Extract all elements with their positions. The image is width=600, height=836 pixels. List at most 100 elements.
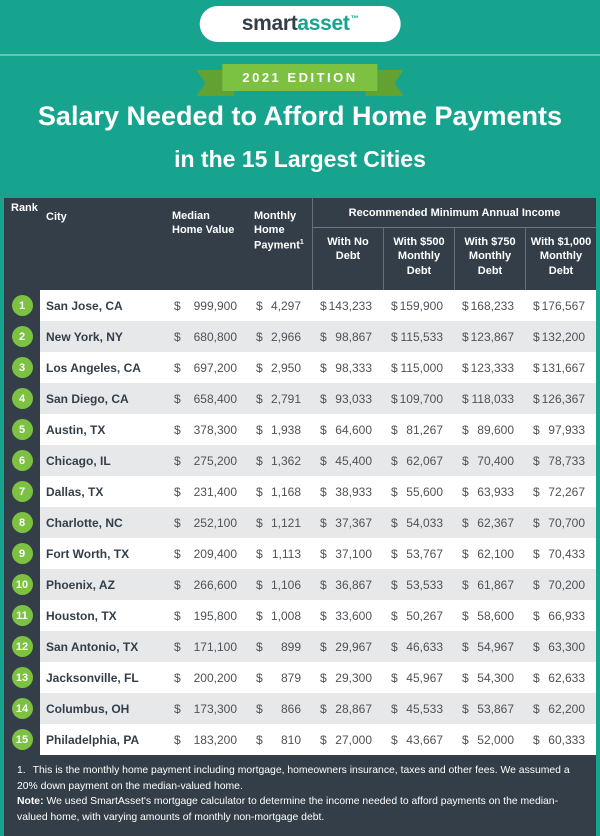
monthly-payment-value: 1,168: [270, 484, 301, 499]
logo-asset-text: asset: [297, 12, 350, 35]
table-row: 9 Fort Worth, TX $ 209,400 $ 1,113 $ 37,…: [4, 538, 596, 569]
income-500-debt-value: 115,000: [400, 360, 444, 375]
currency-symbol: $: [174, 329, 181, 344]
city-name: Columbus, OH: [40, 693, 166, 724]
income-1000-debt-value: 176,567: [541, 298, 585, 313]
monthly-payment-value: 2,791: [270, 391, 301, 406]
income-no-debt-cell: $ 143,233: [312, 290, 383, 321]
rank-cell: 10: [4, 569, 40, 600]
income-750-debt-value: 123,333: [470, 360, 514, 375]
currency-symbol: $: [320, 329, 327, 344]
income-500-debt-value: 45,967: [406, 670, 443, 685]
income-no-debt-value: 29,967: [335, 639, 372, 654]
income-750-debt-cell: $ 89,600: [454, 414, 525, 445]
currency-symbol: $: [256, 608, 263, 623]
income-no-debt-cell: $ 29,300: [312, 662, 383, 693]
currency-symbol: $: [256, 732, 263, 747]
monthly-payment-cell: $ 1,121: [248, 507, 312, 538]
currency-symbol: $: [174, 732, 181, 747]
median-home-value: 209,400: [193, 546, 237, 561]
median-home-value: 183,200: [193, 732, 237, 747]
income-1000-debt-value: 63,300: [548, 639, 585, 654]
currency-symbol: $: [533, 670, 540, 685]
monthly-payment-value: 879: [280, 670, 301, 685]
monthly-payment-value: 1,113: [271, 546, 301, 561]
monthly-payment-value: 810: [280, 732, 301, 747]
monthly-payment-value: 1,938: [270, 422, 301, 437]
currency-symbol: $: [320, 546, 327, 561]
header-monthly-home-payment: Monthly Home Payment1: [248, 198, 312, 290]
currency-symbol: $: [391, 329, 398, 344]
header-median-home-value: Median Home Value: [166, 198, 248, 290]
currency-symbol: $: [533, 639, 540, 654]
income-500-debt-value: 53,767: [406, 546, 443, 561]
rank-badge: 15: [11, 729, 33, 750]
currency-symbol: $: [174, 546, 181, 561]
income-750-debt-cell: $ 62,367: [454, 507, 525, 538]
income-500-debt-cell: $ 115,533: [383, 321, 454, 352]
currency-symbol: $: [533, 515, 540, 530]
median-home-value: 200,200: [193, 670, 237, 685]
rank-badge: 6: [11, 450, 33, 471]
city-name: Los Angeles, CA: [40, 352, 166, 383]
income-1000-debt-value: 72,267: [548, 484, 585, 499]
median-home-value-cell: $ 183,200: [166, 724, 248, 755]
rank-cell: 3: [4, 352, 40, 383]
table-row: 3 Los Angeles, CA $ 697,200 $ 2,950 $ 98…: [4, 352, 596, 383]
median-home-value-cell: $ 173,300: [166, 693, 248, 724]
median-home-value-cell: $ 231,400: [166, 476, 248, 507]
table-row: 13 Jacksonville, FL $ 200,200 $ 879 $ 29…: [4, 662, 596, 693]
currency-symbol: $: [462, 639, 469, 654]
header-city: City: [40, 198, 166, 290]
footnote-2-text: We used SmartAsset's mortgage calculator…: [17, 796, 559, 823]
median-home-value: 231,400: [193, 484, 237, 499]
divider-line: [0, 54, 600, 56]
income-500-debt-cell: $ 54,033: [383, 507, 454, 538]
income-750-debt-value: 52,000: [477, 732, 514, 747]
income-750-debt-cell: $ 123,333: [454, 352, 525, 383]
income-500-debt-cell: $ 81,267: [383, 414, 454, 445]
income-750-debt-cell: $ 58,600: [454, 600, 525, 631]
monthly-payment-value: 1,008: [270, 608, 301, 623]
currency-symbol: $: [174, 670, 181, 685]
income-no-debt-value: 64,600: [335, 422, 372, 437]
income-750-debt-cell: $ 52,000: [454, 724, 525, 755]
currency-symbol: $: [533, 577, 540, 592]
currency-symbol: $: [320, 360, 327, 375]
income-500-debt-value: 46,633: [406, 639, 443, 654]
header-no-debt-label: With No Debt: [327, 236, 369, 263]
currency-symbol: $: [462, 577, 469, 592]
masthead: smartasset™ 2021 EDITION Salary Needed t…: [0, 0, 600, 198]
income-no-debt-cell: $ 37,367: [312, 507, 383, 538]
income-500-debt-value: 62,067: [406, 453, 443, 468]
table-row: 14 Columbus, OH $ 173,300 $ 866 $ 28,867…: [4, 693, 596, 724]
income-no-debt-cell: $ 33,600: [312, 600, 383, 631]
income-no-debt-value: 28,867: [335, 701, 372, 716]
monthly-payment-cell: $ 1,113: [248, 538, 312, 569]
currency-symbol: $: [174, 453, 181, 468]
rank-badge: 9: [11, 543, 33, 564]
monthly-payment-cell: $ 2,950: [248, 352, 312, 383]
currency-symbol: $: [391, 546, 398, 561]
header-with-1000-debt: With $1,000 Monthly Debt: [525, 228, 596, 290]
income-1000-debt-cell: $ 62,200: [525, 693, 596, 724]
monthly-payment-cell: $ 810: [248, 724, 312, 755]
table-row: 12 San Antonio, TX $ 171,100 $ 899 $ 29,…: [4, 631, 596, 662]
monthly-payment-cell: $ 1,008: [248, 600, 312, 631]
city-name: Austin, TX: [40, 414, 166, 445]
income-1000-debt-cell: $ 63,300: [525, 631, 596, 662]
income-500-debt-cell: $ 159,900: [383, 290, 454, 321]
currency-symbol: $: [533, 360, 540, 375]
city-name: Dallas, TX: [40, 476, 166, 507]
currency-symbol: $: [174, 515, 181, 530]
currency-symbol: $: [462, 515, 469, 530]
currency-symbol: $: [174, 577, 181, 592]
income-750-debt-value: 62,100: [477, 546, 514, 561]
table-row: 11 Houston, TX $ 195,800 $ 1,008 $ 33,60…: [4, 600, 596, 631]
header-rank-label: Rank: [11, 202, 38, 214]
table-row: 10 Phoenix, AZ $ 266,600 $ 1,106 $ 36,86…: [4, 569, 596, 600]
currency-symbol: $: [391, 422, 398, 437]
currency-symbol: $: [320, 515, 327, 530]
currency-symbol: $: [174, 639, 181, 654]
rank-cell: 12: [4, 631, 40, 662]
